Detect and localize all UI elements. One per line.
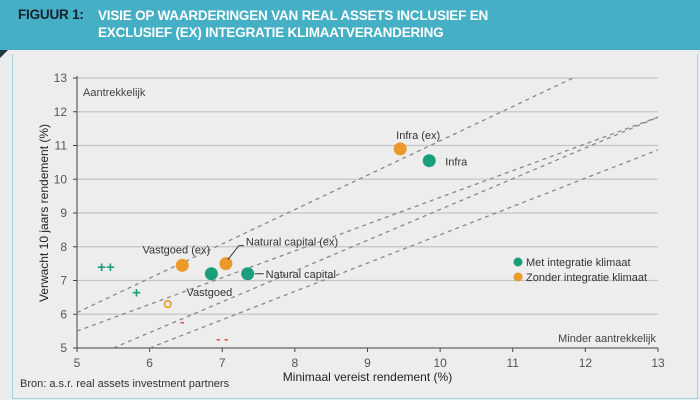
data-point	[204, 267, 218, 281]
x-axis-title: Minimaal vereist rendement (%)	[283, 370, 452, 384]
x-tick-label: 10	[433, 356, 447, 370]
x-tick-label: 7	[219, 356, 226, 370]
scale-marker: - -	[216, 331, 228, 346]
y-tick-label: 13	[54, 71, 68, 85]
x-tick-label: 6	[146, 356, 153, 370]
y-tick-label: 10	[54, 172, 68, 186]
legend-marker	[513, 257, 523, 267]
header-corner-decoration	[0, 50, 8, 58]
scale-marker-circle	[163, 300, 172, 309]
data-point	[241, 267, 255, 281]
scale-marker: ++	[97, 259, 115, 276]
y-tick-label: 7	[60, 274, 67, 288]
legend-label: Met integratie klimaat	[526, 257, 631, 269]
y-tick-label: 9	[60, 206, 67, 220]
x-tick-label: 13	[651, 356, 665, 370]
x-tick-label: 12	[579, 356, 593, 370]
leader-line	[227, 245, 240, 260]
reference-line	[113, 116, 659, 349]
point-label: Natural capital	[266, 269, 336, 281]
y-axis-title: Verwacht 10 jaars rendement (%)	[37, 124, 51, 302]
point-label: Infra	[445, 157, 468, 169]
y-tick-label: 5	[60, 341, 67, 355]
figure-title: VISIE OP WAARDERINGEN VAN REAL ASSETS IN…	[98, 7, 488, 41]
reference-line	[76, 77, 574, 314]
title-line-1: VISIE OP WAARDERINGEN VAN REAL ASSETS IN…	[98, 8, 489, 23]
x-tick-label: 8	[292, 356, 299, 370]
figure-label: FIGUUR 1:	[18, 7, 84, 22]
legend-label: Zonder integratie klimaat	[526, 272, 647, 284]
y-tick-label: 11	[55, 139, 68, 153]
point-label: Natural capital (ex)	[246, 237, 338, 249]
x-tick-label: 9	[364, 356, 371, 370]
y-tick-label: 6	[60, 307, 67, 321]
reference-line	[76, 116, 659, 332]
x-tick-label: 5	[74, 356, 81, 370]
scale-marker: -	[180, 314, 184, 329]
point-label: Infra (ex)	[396, 130, 440, 142]
point-label: Vastgoed (ex)	[142, 244, 210, 256]
figure-header: FIGUUR 1: VISIE OP WAARDERINGEN VAN REAL…	[0, 0, 700, 50]
annotation-less-attractive: Minder aantrekkelijk	[558, 333, 656, 345]
y-tick-label: 8	[60, 240, 67, 254]
title-line-2: EXCLUSIEF (EX) INTEGRATIE KLIMAATVERANDE…	[98, 25, 444, 40]
annotation-attractive: Aantrekkelijk	[83, 87, 146, 99]
reference-line	[149, 149, 659, 349]
y-tick-label: 12	[54, 105, 68, 119]
data-point	[422, 154, 436, 168]
data-point	[175, 258, 189, 272]
source-note: Bron: a.s.r. real assets investment part…	[20, 378, 230, 390]
scale-marker: +	[132, 284, 141, 301]
point-label: Vastgoed	[187, 287, 233, 299]
legend-marker	[513, 272, 523, 282]
x-tick-label: 11	[507, 356, 520, 370]
data-point	[393, 142, 407, 156]
data-point	[219, 257, 233, 271]
